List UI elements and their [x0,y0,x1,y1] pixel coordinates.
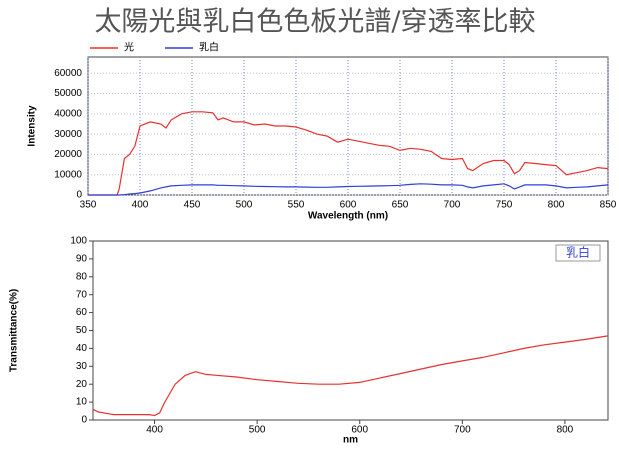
x-tick-label: 650 [392,200,409,211]
y-tick-label: 60 [76,307,88,318]
y-tick-label: 30000 [54,129,82,140]
y-tick-label: 20 [76,379,88,390]
legend-label: 乳白 [566,245,590,260]
y-axis-label: Transmittance(%) [9,289,20,372]
y-axis-label: Intensity [27,105,38,147]
x-tick-label: 700 [444,200,461,211]
x-tick-label: 800 [557,425,574,436]
y-tick-label: 50 [76,325,88,336]
x-axis-label: nm [343,435,358,446]
y-tick-label: 40 [76,343,88,354]
data-line [88,183,609,196]
x-tick-label: 400 [146,425,163,436]
y-tick-label: 100 [70,236,87,247]
x-tick-label: 350 [80,200,97,211]
legend-box [555,244,601,262]
x-tick-label: 450 [184,200,201,211]
y-tick-label: 10 [76,397,88,408]
x-tick-label: 600 [340,200,357,211]
data-line [92,335,609,417]
x-tick-label: 800 [548,200,565,211]
x-tick-label: 500 [236,200,253,211]
y-tick-label: 80 [76,271,88,282]
x-axis-label: Wavelength (nm) [308,211,388,222]
y-tick-label: 0 [76,190,82,201]
y-tick-label: 20000 [54,149,82,160]
x-tick-label: 400 [132,200,149,211]
y-tick-label: 60000 [54,68,82,79]
y-tick-label: 30 [76,361,88,372]
x-tick-label: 600 [351,425,368,436]
y-tick-label: 70 [76,289,88,300]
y-tick-label: 40000 [54,108,82,119]
y-tick-label: 90 [76,254,88,265]
legend-label: 乳白 [199,41,219,54]
y-tick-label: 0 [81,415,87,426]
y-tick-label: 10000 [54,169,82,180]
x-tick-label: 750 [496,200,513,211]
legend-label: 光 [124,41,134,54]
y-tick-label: 50000 [54,88,82,99]
x-tick-label: 500 [249,425,266,436]
data-line [88,111,609,196]
x-tick-label: 700 [454,425,471,436]
x-tick-label: 550 [288,200,305,211]
x-tick-label: 850 [600,200,617,211]
page-title: 太陽光與乳白色色板光譜/穿透率比較 [94,7,535,38]
